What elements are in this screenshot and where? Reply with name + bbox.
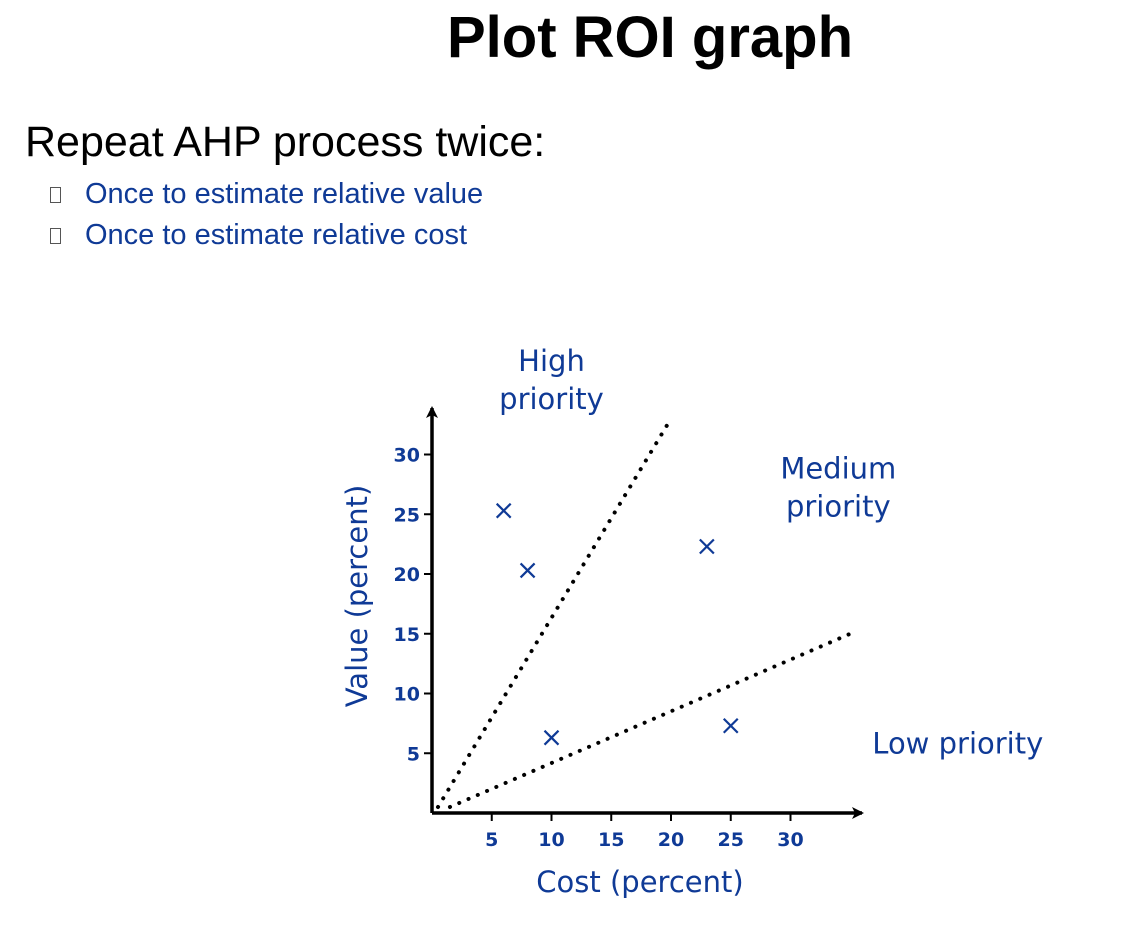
bullet-item: Once to estimate relative value [50,174,483,215]
data-point [722,717,739,734]
x-tick-label: 5 [485,829,498,851]
bullet-item: Once to estimate relative cost [50,215,483,256]
high-priority-label: High priority [499,344,604,416]
low-priority-label: Low priority [872,726,1043,760]
y-tick-label: 30 [394,445,420,467]
x-tick-label: 30 [777,829,803,851]
high-medium-boundary-line [436,416,673,809]
y-tick-label: 10 [394,684,420,706]
medium-low-boundary-line [447,631,853,809]
data-point [519,562,536,579]
y-tick-label: 25 [394,504,420,526]
main-point: Repeat AHP process twice: [25,118,546,166]
data-point [699,538,715,555]
bullet-list: Once to estimate relative value Once to … [50,174,483,256]
chart-axes [424,406,864,821]
x-tick-label: 10 [538,829,564,851]
data-points [495,502,739,746]
data-point [543,729,560,746]
priority-boundaries [436,416,853,809]
x-tick-label: 20 [658,829,684,851]
bullet-marker-icon [50,227,61,244]
x-tick-label: 25 [718,829,744,851]
data-point [495,502,512,519]
y-tick-label: 20 [394,564,420,586]
x-tick-label: 15 [598,829,624,851]
x-axis-label: Cost (percent) [536,865,743,899]
medium-priority-label: Medium priority [780,451,896,523]
tick-labels: 5 10 15 20 25 30 5 10 15 20 25 30 [394,445,804,852]
bullet-marker-icon [50,186,61,203]
bullet-text: Once to estimate relative cost [85,219,467,251]
chart-labels: Cost (percent) Value (percent) High priorit… [340,344,1043,899]
y-tick-label: 15 [394,624,420,646]
slide-title: Plot ROI graph [447,5,853,70]
bullet-text: Once to estimate relative value [85,178,484,210]
y-axis-label: Value (percent) [340,485,374,708]
y-tick-label: 5 [407,743,420,765]
